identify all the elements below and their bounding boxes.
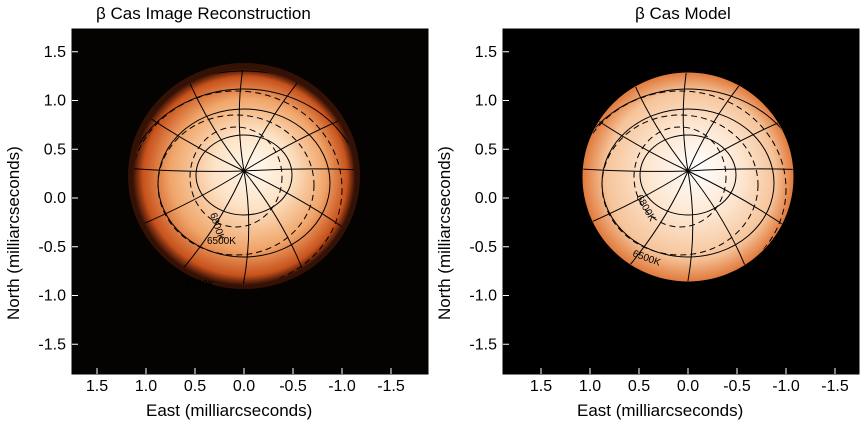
meridian-line [238, 70, 250, 172]
meridian-line [177, 70, 245, 172]
contour-label: 6100K [185, 277, 215, 291]
y-tick-label: 1.5 [475, 44, 497, 61]
coordinate-grid [583, 73, 793, 281]
plot-frame [502, 28, 860, 375]
latitude-line [639, 134, 737, 216]
y-tick-label: -0.5 [469, 239, 497, 256]
x-tick-label: -0.5 [723, 378, 751, 395]
temperature-contour [633, 126, 727, 228]
reconstruction-panel: β Cas Image Reconstruction North (millia… [0, 0, 430, 425]
temperature-contour [189, 126, 283, 228]
y-tick-label: 1.5 [44, 44, 66, 61]
y-tick-label: -1.0 [38, 288, 66, 305]
meridian-line [621, 73, 689, 172]
y-tick-label: 0.5 [44, 141, 66, 158]
y-tick-label: -1.5 [469, 336, 497, 353]
temperature-contour [583, 90, 787, 281]
model-panel: β Cas Model North (milliarcseconds) East… [431, 0, 861, 425]
plot-frame [71, 28, 429, 375]
latitude-line [583, 88, 793, 281]
x-tick-label: 1.0 [579, 378, 601, 395]
x-tick-label: 0.0 [233, 378, 255, 395]
x-tick-label: -1.0 [328, 378, 356, 395]
latitude-line [195, 134, 293, 216]
star-disk [582, 72, 794, 282]
x-tick-label: 0.0 [677, 378, 699, 395]
temperature-contour [134, 90, 343, 284]
limb-outline [581, 71, 795, 283]
x-tick-label: 0.5 [184, 378, 206, 395]
x-axis-label: East (milliarcseconds) [146, 401, 313, 420]
x-tick-label: 1.0 [135, 378, 157, 395]
x-tick-label: -1.5 [821, 378, 849, 395]
star-disk [133, 69, 355, 285]
latitude-line [134, 88, 354, 284]
meridian-line [682, 73, 694, 172]
temperature-contour [157, 114, 315, 256]
panel-title: β Cas Model [635, 4, 731, 23]
meridian-line [687, 168, 793, 172]
x-tick-label: 1.5 [86, 378, 108, 395]
meridian-line [134, 165, 245, 172]
x-axis-label: East (milliarcseconds) [577, 401, 744, 420]
panel-title: β Cas Image Reconstruction [96, 4, 311, 23]
x-tick-label: 1.5 [530, 378, 552, 395]
meridian-line [682, 170, 694, 281]
y-tick-label: -1.0 [469, 288, 497, 305]
meridian-line [583, 165, 689, 172]
meridian-line [583, 170, 689, 234]
y-tick-label: -1.5 [38, 336, 66, 353]
y-tick-label: 1.0 [475, 93, 497, 110]
y-tick-label: 0.0 [44, 190, 66, 207]
x-tick-label: -0.5 [279, 378, 307, 395]
x-tick-label: 0.5 [628, 378, 650, 395]
meridian-line [687, 170, 793, 242]
meridian-line [583, 100, 689, 172]
contour-label: 6500K [207, 236, 236, 247]
temperature-contour [601, 114, 759, 256]
y-tick-label: -0.5 [38, 239, 66, 256]
latitude-line [134, 70, 354, 284]
meridian-line [687, 108, 793, 172]
y-tick-label: 0.0 [475, 190, 497, 207]
x-tick-label: -1.5 [377, 378, 405, 395]
y-tick-label: 1.0 [44, 93, 66, 110]
meridian-line [238, 170, 250, 284]
meridian-line [243, 168, 354, 172]
y-tick-label: 0.5 [475, 141, 497, 158]
x-tick-label: -1.0 [772, 378, 800, 395]
coordinate-grid [134, 70, 354, 284]
